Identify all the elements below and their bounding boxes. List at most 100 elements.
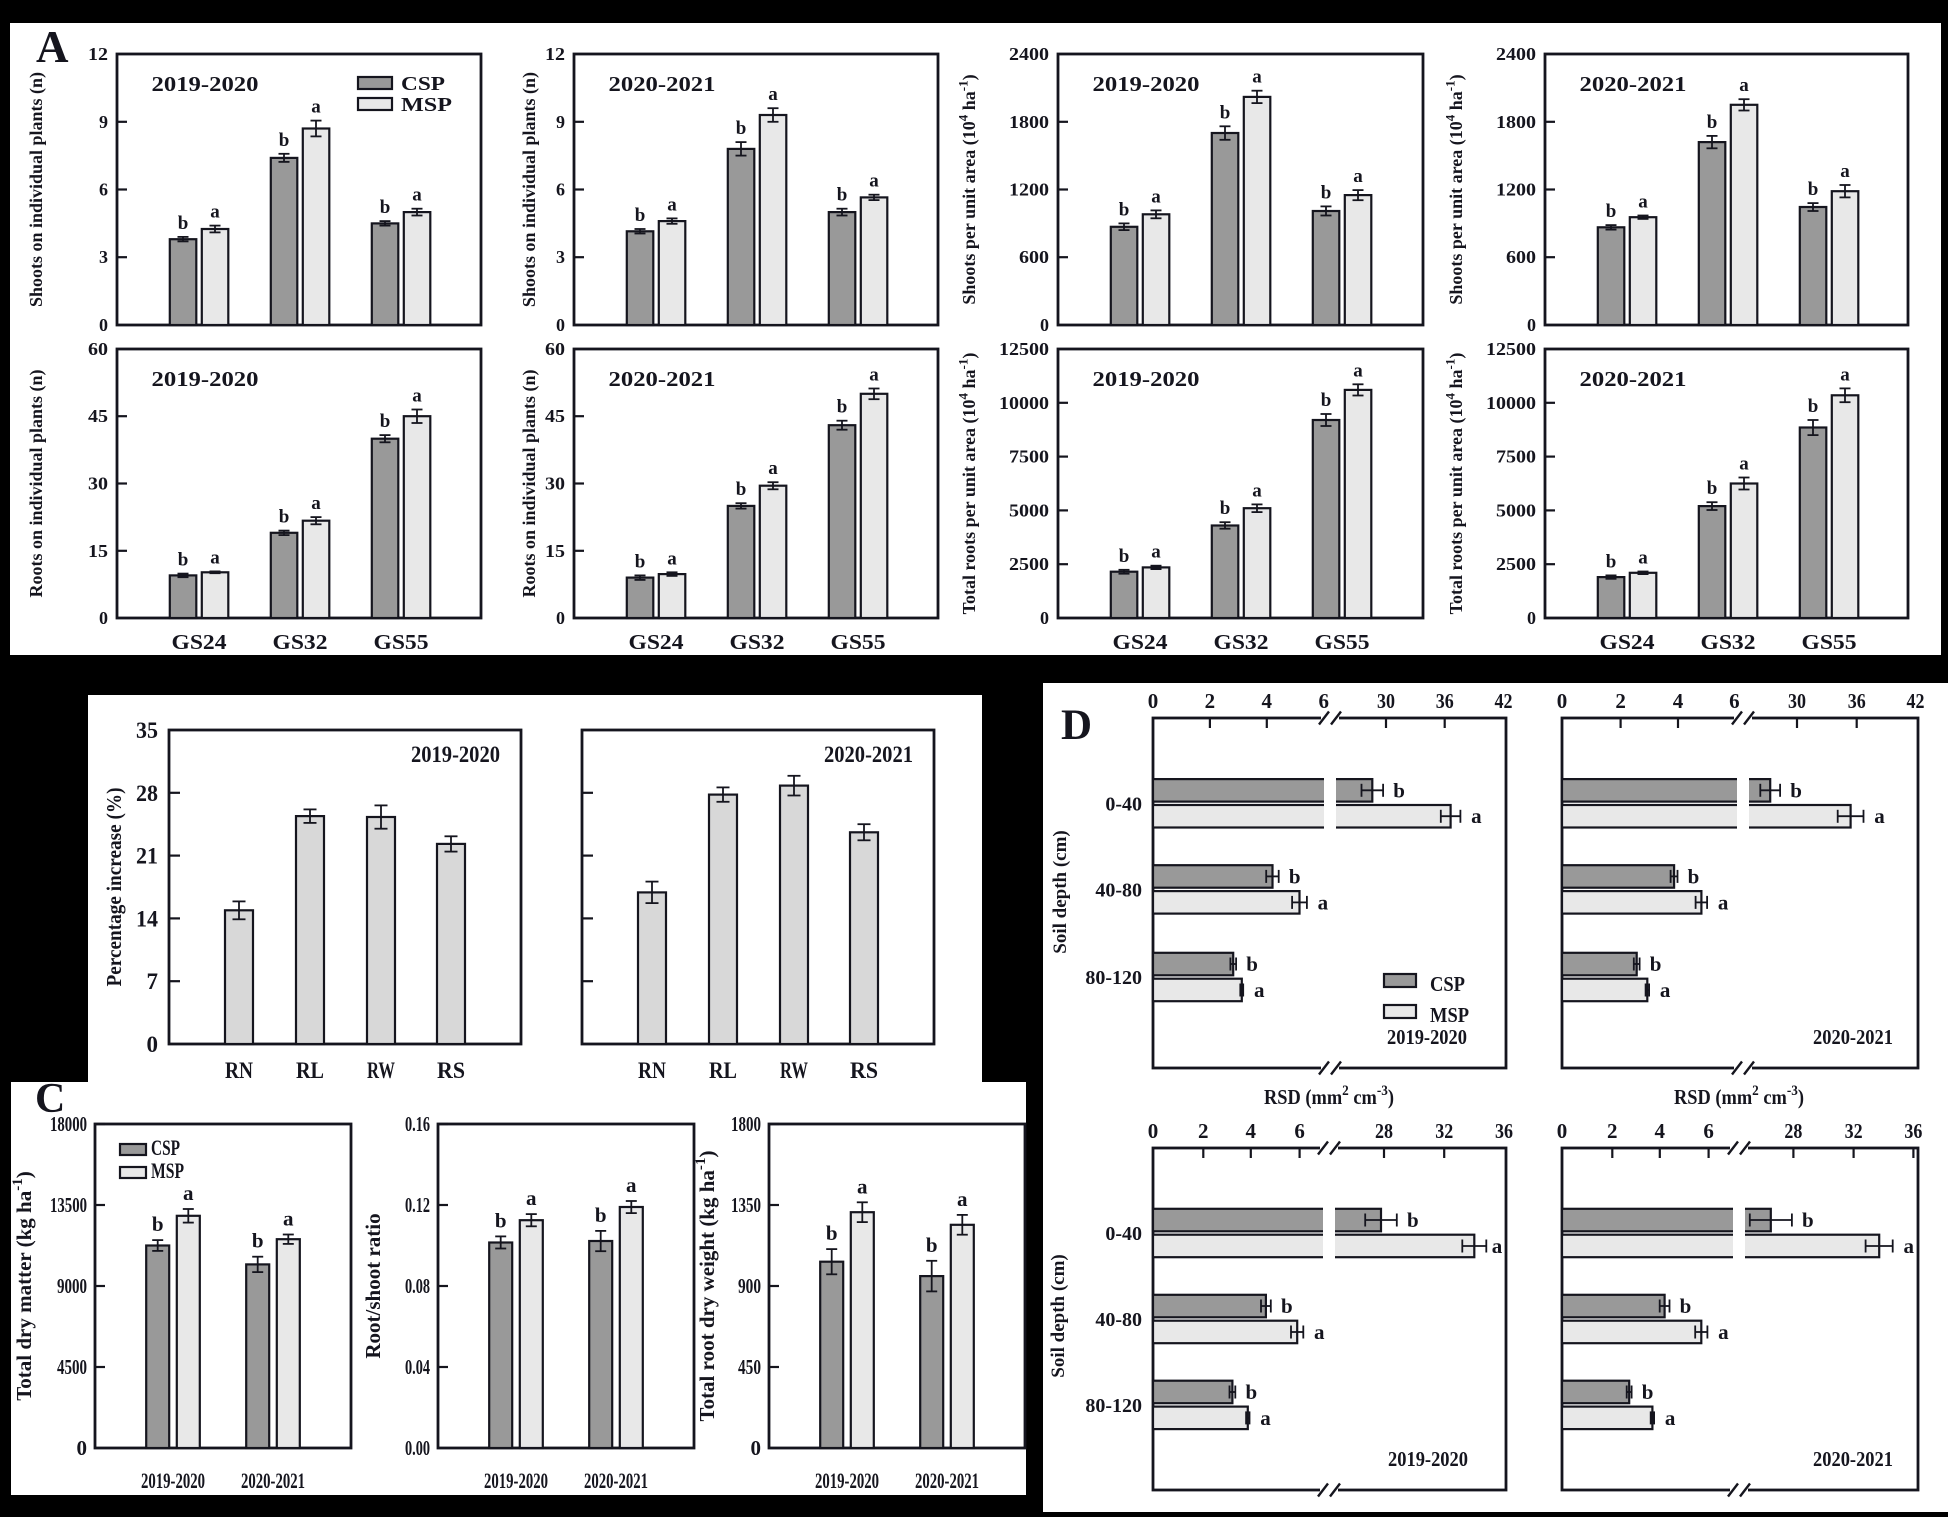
svg-text:0.12: 0.12 [405,1193,430,1217]
svg-text:GS24: GS24 [1600,630,1656,654]
svg-text:28: 28 [136,781,158,806]
svg-text:a: a [1718,1320,1729,1344]
svg-text:Root/shoot ratio: Root/shoot ratio [361,1213,385,1358]
svg-text:0: 0 [77,1436,88,1460]
svg-text:A: A [36,22,69,72]
svg-text:b: b [1707,112,1718,133]
svg-text:3: 3 [556,247,565,267]
svg-text:12500: 12500 [1486,339,1536,359]
svg-text:1350: 1350 [731,1193,761,1217]
svg-text:b: b [635,551,646,572]
svg-text:32: 32 [1845,1119,1863,1143]
svg-text:2: 2 [1205,689,1216,713]
svg-text:12: 12 [88,44,108,64]
svg-text:RS: RS [437,1058,465,1083]
svg-text:GS55: GS55 [1315,630,1370,654]
svg-text:a: a [1739,454,1749,475]
svg-text:2019-2020: 2019-2020 [815,1468,879,1493]
svg-text:80-120: 80-120 [1085,967,1142,989]
svg-text:2020-2021: 2020-2021 [1813,1025,1893,1049]
svg-text:b: b [736,479,747,500]
svg-text:b: b [178,213,189,234]
svg-text:CSP: CSP [401,73,445,95]
svg-text:a: a [183,1181,194,1205]
svg-text:Roots on individual plants (n): Roots on individual plants (n) [26,369,47,597]
svg-text:b: b [1220,498,1231,519]
svg-text:6: 6 [556,180,565,200]
svg-text:a: a [1318,890,1329,914]
svg-text:Shoots on individual plants (n: Shoots on individual plants (n) [26,72,47,307]
svg-text:0: 0 [1148,1119,1159,1143]
svg-text:a: a [210,202,220,223]
svg-text:6: 6 [1703,1119,1714,1143]
svg-text:0.16: 0.16 [405,1112,430,1136]
svg-text:GS24: GS24 [172,630,228,654]
svg-text:9: 9 [99,112,108,132]
svg-text:15: 15 [88,541,108,561]
svg-text:b: b [1289,864,1301,888]
svg-text:MSP: MSP [1430,1003,1469,1027]
svg-text:18000: 18000 [50,1112,87,1136]
svg-text:2019-2020: 2019-2020 [1093,367,1200,391]
svg-text:RN: RN [638,1058,666,1083]
svg-text:GS55: GS55 [374,630,429,654]
svg-text:45: 45 [88,406,108,426]
svg-text:900: 900 [738,1274,761,1298]
svg-text:a: a [857,1174,868,1198]
svg-text:a: a [1638,192,1648,213]
svg-text:RL: RL [709,1058,737,1083]
svg-text:a: a [1840,161,1850,182]
svg-text:a: a [667,548,677,569]
svg-text:MSP: MSP [151,1158,184,1183]
svg-text:RSD (mm2​ cm-3​): RSD (mm2​ cm-3​) [1674,1083,1804,1109]
svg-text:0: 0 [1527,608,1536,628]
svg-text:15: 15 [545,541,565,561]
svg-text:a: a [1739,75,1749,96]
svg-text:36: 36 [1436,689,1454,713]
svg-text:7: 7 [147,969,159,994]
svg-text:60: 60 [545,339,565,359]
svg-text:GS32: GS32 [273,630,328,654]
svg-text:Percentage increase (%): Percentage increase (%) [102,788,126,987]
svg-text:a: a [1660,978,1671,1002]
svg-text:a: a [1151,186,1161,207]
svg-text:a: a [1254,978,1265,1002]
svg-text:2020-2021: 2020-2021 [1813,1447,1893,1471]
svg-text:4: 4 [1246,1119,1257,1143]
svg-text:a: a [957,1187,968,1211]
svg-text:a: a [869,171,879,192]
svg-text:12500: 12500 [999,339,1049,359]
svg-text:21: 21 [136,844,158,869]
svg-text:0: 0 [751,1436,762,1460]
svg-text:2020-2021: 2020-2021 [584,1468,648,1493]
svg-text:a: a [768,84,778,105]
svg-text:36: 36 [1904,1119,1922,1143]
svg-text:MSP: MSP [401,94,452,116]
svg-text:b: b [1321,390,1332,411]
svg-text:b: b [736,118,747,139]
svg-text:Total dry matter (kg ha-1​): Total dry matter (kg ha-1​) [10,1171,36,1401]
svg-text:a: a [283,1207,294,1231]
svg-text:40-80: 40-80 [1095,1309,1142,1331]
svg-text:RW: RW [367,1058,395,1083]
svg-text:4: 4 [1673,689,1684,713]
svg-text:b: b [1220,102,1231,123]
svg-text:b: b [1707,478,1718,499]
svg-text:Roots on individual plants (n): Roots on individual plants (n) [519,369,540,597]
svg-text:2: 2 [1607,1119,1618,1143]
svg-text:b: b [1688,864,1700,888]
svg-text:a: a [1252,480,1262,501]
svg-text:2020-2021: 2020-2021 [609,367,716,391]
svg-text:GS24: GS24 [1113,630,1169,654]
svg-text:a: a [1353,166,1363,187]
svg-text:b: b [926,1233,938,1257]
svg-text:2020-2021: 2020-2021 [1580,72,1687,96]
svg-text:a: a [412,386,422,407]
svg-text:600: 600 [1506,247,1536,267]
svg-text:b: b [152,1212,164,1236]
svg-text:a: a [1471,804,1482,828]
svg-text:1800: 1800 [1009,112,1049,132]
svg-text:9: 9 [556,112,565,132]
svg-text:Shoots per unit area (104​ ha-: Shoots per unit area (104​ ha-1​) [1442,74,1467,304]
svg-text:2400: 2400 [1496,44,1536,64]
